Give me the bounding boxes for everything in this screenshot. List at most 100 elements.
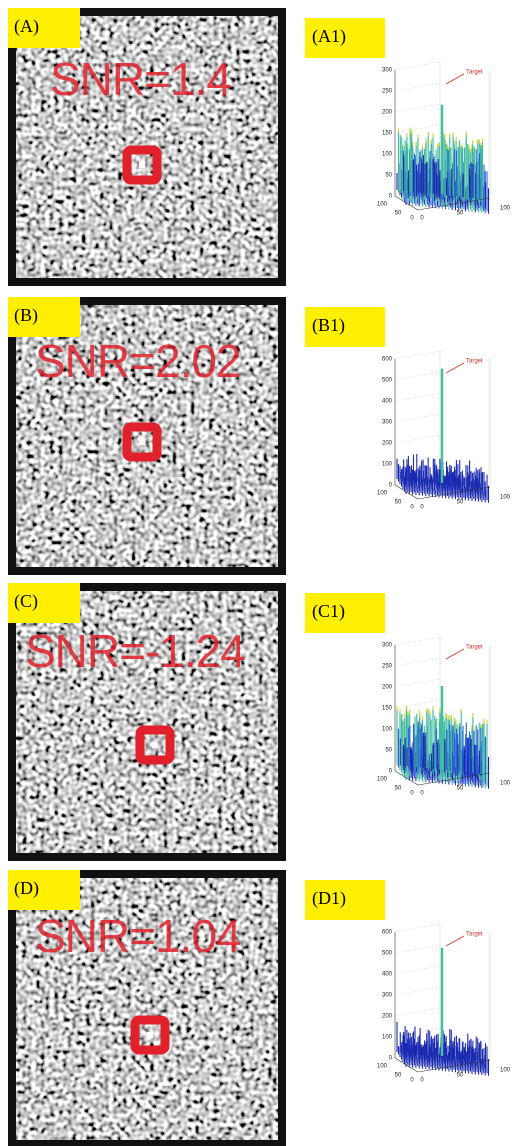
base-edge <box>417 1059 491 1073</box>
z-tick-label: 500 <box>382 951 393 957</box>
target-arrow <box>445 648 465 660</box>
base-edge <box>417 772 491 786</box>
label-box <box>305 307 385 347</box>
base-tick-label: 0 <box>410 791 414 797</box>
base-tick-label: 0 <box>410 505 414 511</box>
label-box <box>305 880 385 920</box>
panel-label: (D) <box>14 878 39 899</box>
target-arrow <box>445 935 465 947</box>
base-edge <box>417 197 491 211</box>
plot-label: (A1) <box>312 26 346 47</box>
z-tick-label: 400 <box>382 399 393 405</box>
target-label: Target <box>466 359 483 365</box>
label-box <box>8 870 80 910</box>
base-tick-label: 100 <box>500 781 511 787</box>
z-tick-label: 50 <box>385 748 392 754</box>
base-tick-label: 50 <box>395 786 402 792</box>
base-tick-label: 0 <box>420 505 424 511</box>
target-ring <box>135 725 175 765</box>
label-box <box>8 583 80 623</box>
grid-line <box>394 434 441 444</box>
grid-line <box>394 455 441 465</box>
z-tick-label: 50 <box>385 173 392 179</box>
base-tick-label: 100 <box>377 202 388 208</box>
target-ring <box>122 145 162 185</box>
z-tick-label: 400 <box>382 972 393 978</box>
grid-line <box>394 103 441 113</box>
target-ring <box>122 422 162 462</box>
plot-label: (B1) <box>312 315 345 336</box>
base-edge <box>394 770 419 786</box>
base-tick-label: 50 <box>395 1073 402 1079</box>
base-tick-label: 0 <box>420 791 424 797</box>
base-tick-label: 50 <box>457 1073 464 1079</box>
panel-label: (C) <box>14 591 38 612</box>
z-tick-label: 100 <box>382 727 393 733</box>
target-dot <box>152 742 158 748</box>
base-tick-label: 100 <box>500 206 511 212</box>
base-tick-label: 0 <box>420 1078 424 1084</box>
z-tick-label: 0 <box>389 769 393 775</box>
z-tick-label: 0 <box>389 483 393 489</box>
target-label: Target <box>466 932 483 938</box>
noise-image <box>16 878 278 1140</box>
grid-line <box>394 350 441 360</box>
base-edge <box>394 1057 419 1073</box>
label-box <box>305 593 385 633</box>
z-tick-label: 100 <box>382 462 393 468</box>
label-box <box>305 18 385 58</box>
grid-line <box>394 923 441 933</box>
z-tick-label: 100 <box>382 152 393 158</box>
grid-line <box>394 636 441 646</box>
grid-line <box>394 1028 441 1038</box>
grid-line <box>394 986 441 996</box>
grid-line <box>394 124 441 134</box>
grid-line <box>394 371 441 381</box>
z-tick-label: 250 <box>382 664 393 670</box>
plot-label: (D1) <box>312 888 346 909</box>
z-tick-label: 150 <box>382 131 393 137</box>
base-tick-label: 50 <box>457 500 464 506</box>
grid-line <box>394 413 441 423</box>
base-edge <box>417 486 491 500</box>
z-tick-label: 500 <box>382 378 393 384</box>
grid-line <box>394 944 441 954</box>
base-tick-label: 50 <box>395 500 402 506</box>
snr-label: SNR=1.4 <box>50 53 231 105</box>
grid-line <box>394 699 441 709</box>
panel-label: (A) <box>14 16 39 37</box>
base-tick-label: 100 <box>377 1064 388 1070</box>
target-arrow <box>445 73 465 85</box>
z-tick-label: 200 <box>382 110 393 116</box>
z-tick-label: 250 <box>382 89 393 95</box>
grid-line <box>394 82 441 92</box>
grid-line <box>394 1007 441 1017</box>
base-tick-label: 0 <box>410 216 414 222</box>
base-tick-label: 100 <box>500 1068 511 1074</box>
z-tick-label: 0 <box>389 1056 393 1062</box>
target-dot <box>147 1032 153 1038</box>
base-edge <box>394 484 419 500</box>
grid-line <box>394 657 441 667</box>
target-arrow <box>445 362 465 374</box>
target-label: Target <box>466 645 483 651</box>
grid-line <box>394 61 441 71</box>
grid-line <box>394 965 441 975</box>
base-tick-label: 50 <box>457 786 464 792</box>
base-edge <box>394 195 419 211</box>
noise-image <box>16 305 278 567</box>
base-tick-label: 0 <box>410 1078 414 1084</box>
target-dot <box>139 439 145 445</box>
target-label: Target <box>466 70 483 76</box>
panel-label: (B) <box>14 305 38 326</box>
z-tick-label: 100 <box>382 1035 393 1041</box>
z-tick-label: 600 <box>382 357 393 363</box>
z-tick-label: 300 <box>382 68 393 74</box>
noise-image <box>16 591 278 853</box>
target-dot <box>139 162 145 168</box>
z-tick-label: 150 <box>382 706 393 712</box>
base-tick-label: 100 <box>377 491 388 497</box>
